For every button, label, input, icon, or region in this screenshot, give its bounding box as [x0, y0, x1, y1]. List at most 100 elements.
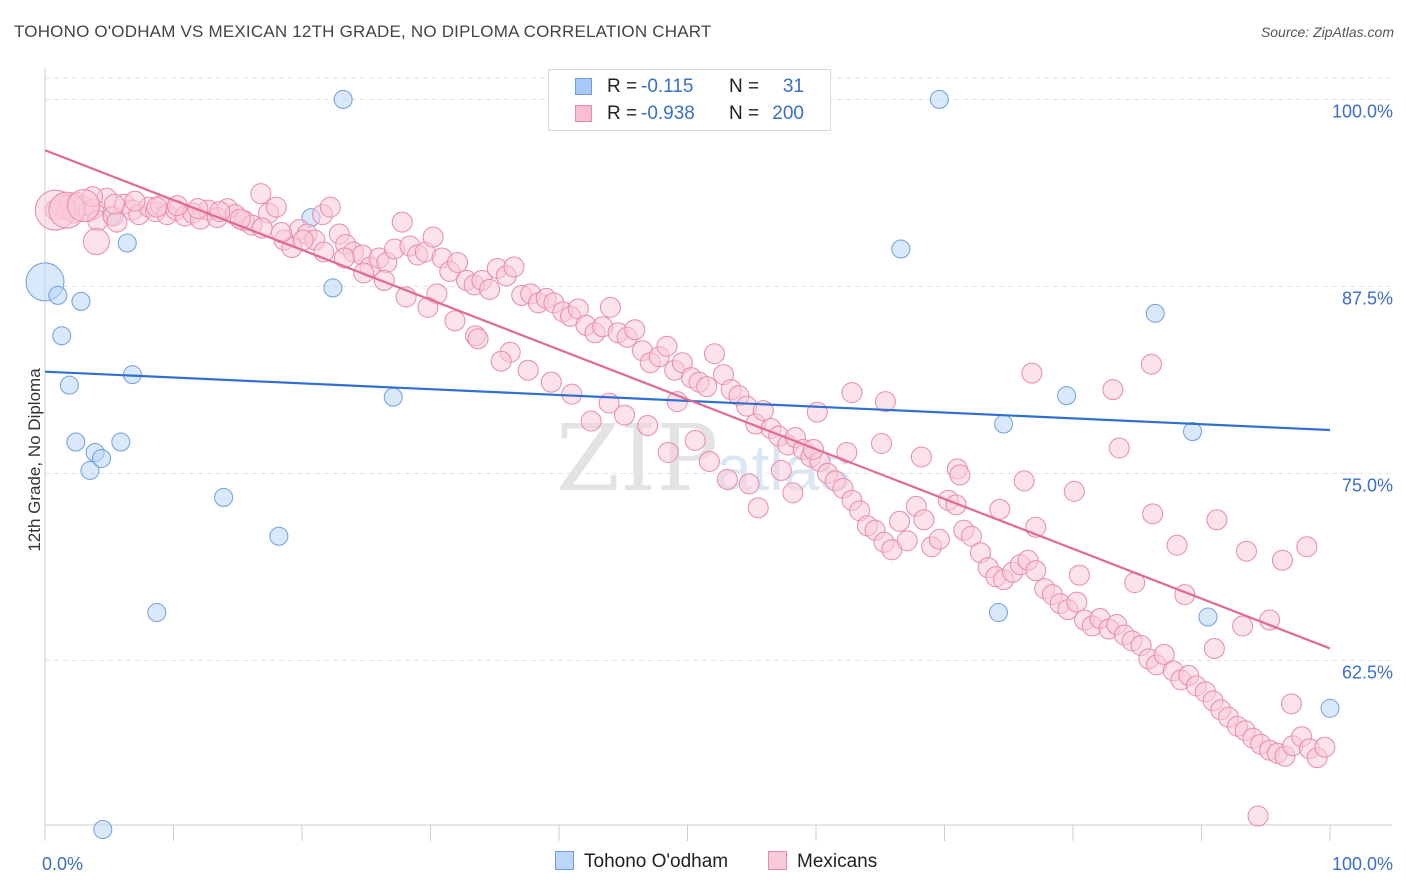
tohono-point [929, 89, 949, 109]
mexicans-point [1280, 693, 1302, 715]
mexicans-point [1140, 353, 1162, 375]
tohono-point [988, 603, 1008, 623]
mexicans-point [1068, 564, 1090, 586]
mexicans-point [1108, 437, 1130, 459]
tohono-point [117, 233, 137, 253]
mexicans-point [1206, 509, 1228, 531]
y-tick-label: 75.0% [1342, 475, 1393, 495]
mexicans-point [333, 247, 355, 269]
tohono-point [52, 326, 72, 346]
tohono-point [1320, 698, 1340, 718]
mexicans-point [250, 183, 272, 205]
mexicans-point [945, 494, 967, 516]
tohono-point [80, 460, 100, 480]
mexicans-point [989, 498, 1011, 520]
chart-source: Source: ZipAtlas.com [1260, 24, 1394, 40]
tohono-point [1183, 422, 1203, 442]
mexicans-point [637, 415, 659, 437]
tick-labels: 100.0% 87.5% 75.0% 62.5% 0.0% 100.0% [42, 101, 1393, 874]
mexicans-point [503, 256, 525, 278]
legend-r-label: R = [607, 103, 638, 124]
mexicans-point [373, 269, 395, 291]
mexicans-point [599, 296, 621, 318]
legend-swatch-tohono [555, 851, 574, 870]
tohono-point [1057, 386, 1077, 406]
mexicans-point [698, 450, 720, 472]
mexicans-point [479, 278, 501, 300]
mexicans-point [444, 310, 466, 332]
mexicans-point [67, 189, 101, 223]
tohono-point [92, 448, 112, 468]
legend-n-label: N = [729, 76, 760, 97]
mexicans-point [580, 410, 602, 432]
mexicans-point [446, 251, 468, 273]
mexicans-point [910, 446, 932, 468]
mexicans-point [841, 382, 863, 404]
mexicans-point [871, 433, 893, 454]
mexicans-point [1314, 736, 1336, 758]
mexicans-point [703, 343, 725, 365]
mexicans-point [747, 497, 769, 519]
tohono-point [147, 603, 167, 623]
tohono-point [1145, 303, 1165, 323]
mexicans-point [1021, 362, 1043, 384]
mexicans-point [1063, 480, 1085, 502]
mexicans-point [1166, 534, 1188, 556]
mexicans-point [696, 376, 718, 398]
mexicans-point [417, 296, 439, 318]
legend-r-value: -0.115 [641, 76, 694, 97]
mexicans-point [684, 430, 706, 452]
legend-n-value: 31 [782, 76, 804, 97]
legend-row-tohono: R = -0.115 N = 31 [549, 75, 830, 99]
mexicans-point [1247, 805, 1269, 827]
tohono-point [891, 239, 911, 259]
mexicans-point [1013, 470, 1035, 492]
mexicans-point [624, 319, 646, 341]
mexicans-point [836, 441, 858, 463]
mexicans-point [770, 459, 792, 481]
legend-item-mexicans: Mexicans [768, 851, 877, 873]
mexicans-point [422, 226, 444, 248]
mexicans-point [896, 530, 918, 552]
legend-label-mexicans: Mexicans [797, 851, 878, 872]
mexicans-point [1153, 643, 1175, 665]
mexicans-point [265, 196, 287, 218]
mexicans-point [1296, 536, 1318, 558]
mexicans-point [1232, 615, 1254, 637]
legend-label-tohono: Tohono O'odham [584, 851, 729, 872]
mexicans-point [561, 383, 583, 405]
mexicans-point [467, 328, 489, 350]
mexicans-point [656, 335, 678, 357]
tohono-point [269, 526, 289, 546]
trend-lines [44, 149, 1331, 650]
watermark-zip: ZIP [556, 405, 718, 512]
mexicans-point [1271, 549, 1293, 571]
legend-r-label: R = [607, 76, 638, 97]
mexicans-point [1025, 560, 1047, 582]
mexicans-point [949, 464, 971, 486]
legend-r-value: -0.938 [641, 103, 695, 124]
tohono-point [994, 414, 1014, 434]
tohono-point [59, 375, 79, 395]
tohono-point [333, 89, 353, 109]
mexicans-point [716, 468, 738, 490]
legend-swatch-mexicans [575, 105, 592, 122]
mexicans-point [782, 482, 804, 504]
tohono-trend-line [44, 370, 1331, 432]
mexicans-point [806, 401, 828, 423]
legend-swatch-mexicans [768, 851, 787, 870]
mexicans-point [889, 510, 911, 532]
y-tick-label: 62.5% [1342, 662, 1393, 682]
mexicans-point [490, 350, 512, 372]
mexicans-point [657, 441, 679, 463]
legend-n-value: 200 [772, 103, 804, 124]
tohono-point [383, 387, 403, 407]
legend-item-tohono: Tohono O'odham [555, 851, 728, 873]
mexicans-point [540, 371, 562, 393]
legend-n-label: N = [729, 103, 760, 124]
x-tick-label: 100.0% [1332, 854, 1393, 874]
tohono-point [71, 291, 91, 311]
mexicans-point [738, 473, 760, 495]
tohono-point [1198, 607, 1218, 627]
